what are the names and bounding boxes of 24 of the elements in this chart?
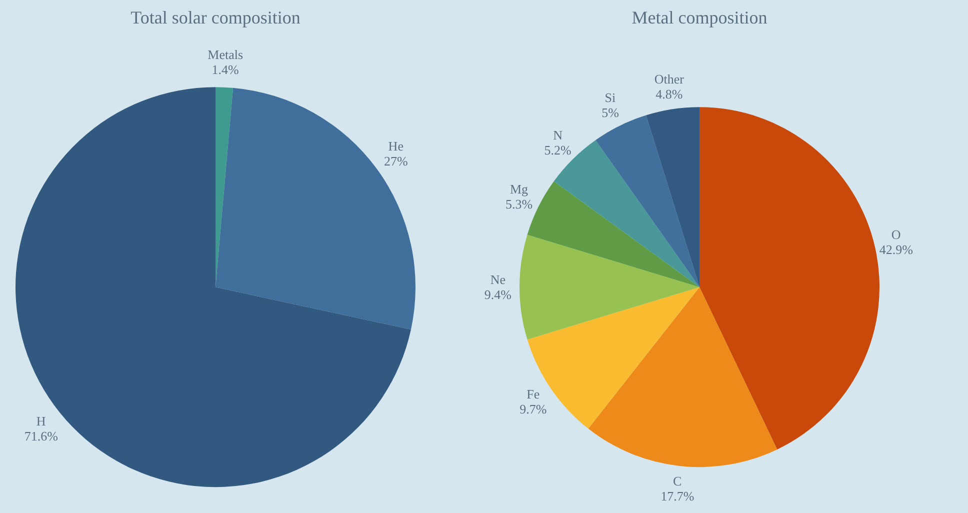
slice-label: Ne <box>490 272 506 288</box>
slice-label: Mg <box>510 182 529 197</box>
data-label: 4.8% <box>656 86 683 102</box>
slice-label: Other <box>654 72 685 87</box>
data-label: 27% <box>384 153 408 168</box>
data-label: 5.3% <box>505 196 533 212</box>
data-label: 42.9% <box>879 242 914 258</box>
slice-label: H <box>36 414 46 429</box>
data-label: 17.7% <box>660 488 694 504</box>
chart-title: Metal composition <box>632 8 768 28</box>
data-label: 9.7% <box>520 402 547 417</box>
slice-label: Si <box>604 90 616 106</box>
slice-label: C <box>673 474 682 489</box>
slice-label: He <box>388 138 404 154</box>
slice-label: Metals <box>208 46 244 62</box>
data-label: 9.4% <box>484 287 512 302</box>
data-label: 1.4% <box>212 62 240 77</box>
data-label: 71.6% <box>24 428 58 444</box>
chart-title: Total solar composition <box>130 8 300 28</box>
slice-label: N <box>553 128 564 143</box>
slice-label: O <box>891 227 901 242</box>
slice-label: Fe <box>526 386 540 402</box>
data-label: 5.2% <box>544 142 572 158</box>
data-label: 5% <box>602 105 620 120</box>
